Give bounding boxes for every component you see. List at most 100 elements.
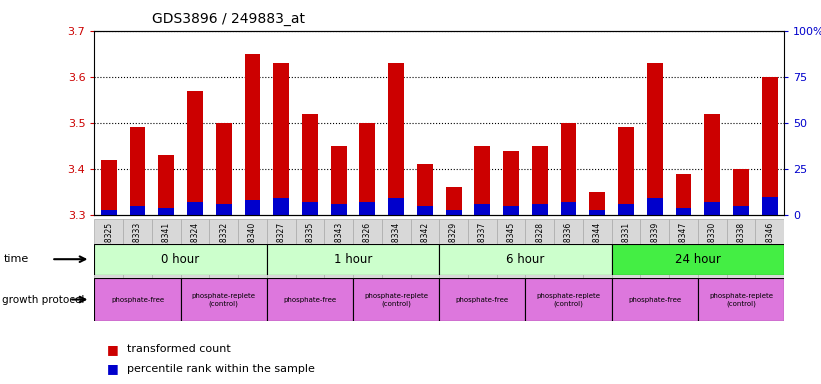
Text: ■: ■ (107, 343, 118, 356)
Bar (302, 114, 318, 215)
Bar (561, 202, 576, 215)
Text: 0 hour: 0 hour (162, 253, 200, 266)
FancyBboxPatch shape (439, 244, 612, 275)
FancyBboxPatch shape (468, 219, 497, 280)
Bar (676, 174, 691, 215)
Bar (216, 123, 232, 215)
Bar (158, 208, 174, 215)
Text: GSM618329: GSM618329 (449, 222, 458, 268)
Text: GSM618344: GSM618344 (593, 222, 602, 268)
FancyBboxPatch shape (94, 219, 123, 280)
Text: GSM618331: GSM618331 (621, 222, 631, 268)
Bar (187, 202, 203, 215)
Bar (245, 200, 260, 215)
FancyBboxPatch shape (612, 219, 640, 280)
FancyBboxPatch shape (497, 219, 525, 280)
FancyBboxPatch shape (238, 219, 267, 280)
Text: GSM618337: GSM618337 (478, 222, 487, 268)
FancyBboxPatch shape (267, 219, 296, 280)
Bar (158, 155, 174, 215)
FancyBboxPatch shape (410, 219, 439, 280)
Bar (475, 146, 490, 215)
Text: GSM618327: GSM618327 (277, 222, 286, 268)
Text: GSM618345: GSM618345 (507, 222, 516, 268)
FancyBboxPatch shape (755, 219, 784, 280)
Bar (503, 206, 519, 215)
FancyBboxPatch shape (353, 278, 439, 321)
Bar (446, 210, 461, 215)
Bar (331, 204, 346, 215)
FancyBboxPatch shape (525, 219, 554, 280)
FancyBboxPatch shape (612, 244, 784, 275)
FancyBboxPatch shape (267, 278, 353, 321)
Text: phosphate-free: phosphate-free (283, 296, 337, 303)
Bar (101, 210, 117, 215)
Bar (187, 91, 203, 215)
Bar (475, 204, 490, 215)
Text: GSM618325: GSM618325 (104, 222, 113, 268)
Text: growth protocol: growth protocol (2, 295, 84, 305)
Text: 6 hour: 6 hour (507, 253, 544, 266)
Text: GSM618326: GSM618326 (363, 222, 372, 268)
Bar (360, 202, 375, 215)
Bar (561, 123, 576, 215)
Text: GSM618342: GSM618342 (420, 222, 429, 268)
FancyBboxPatch shape (554, 219, 583, 280)
Bar (676, 208, 691, 215)
Text: phosphate-replete
(control): phosphate-replete (control) (537, 293, 600, 306)
Text: GSM618336: GSM618336 (564, 222, 573, 268)
Text: GSM618338: GSM618338 (736, 222, 745, 268)
FancyBboxPatch shape (727, 219, 755, 280)
FancyBboxPatch shape (669, 219, 698, 280)
Text: GSM618330: GSM618330 (708, 222, 717, 268)
Text: GSM618328: GSM618328 (535, 222, 544, 268)
Text: GSM618340: GSM618340 (248, 222, 257, 268)
Text: time: time (4, 254, 30, 264)
FancyBboxPatch shape (181, 219, 209, 280)
Bar (101, 160, 117, 215)
FancyBboxPatch shape (267, 244, 439, 275)
FancyBboxPatch shape (525, 278, 612, 321)
Bar (618, 204, 634, 215)
Bar (704, 114, 720, 215)
Bar (589, 192, 605, 215)
Bar (273, 199, 289, 215)
FancyBboxPatch shape (324, 219, 353, 280)
Text: transformed count: transformed count (127, 344, 231, 354)
Text: phosphate-replete
(control): phosphate-replete (control) (192, 293, 255, 306)
Text: percentile rank within the sample: percentile rank within the sample (127, 364, 315, 374)
Text: GSM618341: GSM618341 (162, 222, 171, 268)
FancyBboxPatch shape (94, 278, 181, 321)
Bar (417, 206, 433, 215)
Bar (532, 146, 548, 215)
Text: GSM618324: GSM618324 (190, 222, 200, 268)
Text: ■: ■ (107, 362, 118, 375)
FancyBboxPatch shape (123, 219, 152, 280)
FancyBboxPatch shape (152, 219, 181, 280)
Bar (245, 54, 260, 215)
Bar (762, 197, 777, 215)
FancyBboxPatch shape (640, 219, 669, 280)
Bar (647, 63, 663, 215)
FancyBboxPatch shape (382, 219, 410, 280)
Bar (532, 204, 548, 215)
FancyBboxPatch shape (698, 219, 727, 280)
Bar (130, 127, 145, 215)
FancyBboxPatch shape (94, 244, 267, 275)
Bar (733, 206, 749, 215)
Text: GSM618333: GSM618333 (133, 222, 142, 268)
Bar (331, 146, 346, 215)
Bar (647, 199, 663, 215)
Text: GSM618332: GSM618332 (219, 222, 228, 268)
FancyBboxPatch shape (209, 219, 238, 280)
Text: GDS3896 / 249883_at: GDS3896 / 249883_at (152, 12, 305, 25)
Text: 24 hour: 24 hour (675, 253, 721, 266)
FancyBboxPatch shape (439, 278, 525, 321)
Text: phosphate-replete
(control): phosphate-replete (control) (365, 293, 428, 306)
Bar (704, 202, 720, 215)
FancyBboxPatch shape (181, 278, 267, 321)
Bar (273, 63, 289, 215)
FancyBboxPatch shape (583, 219, 612, 280)
Bar (618, 127, 634, 215)
Bar (360, 123, 375, 215)
